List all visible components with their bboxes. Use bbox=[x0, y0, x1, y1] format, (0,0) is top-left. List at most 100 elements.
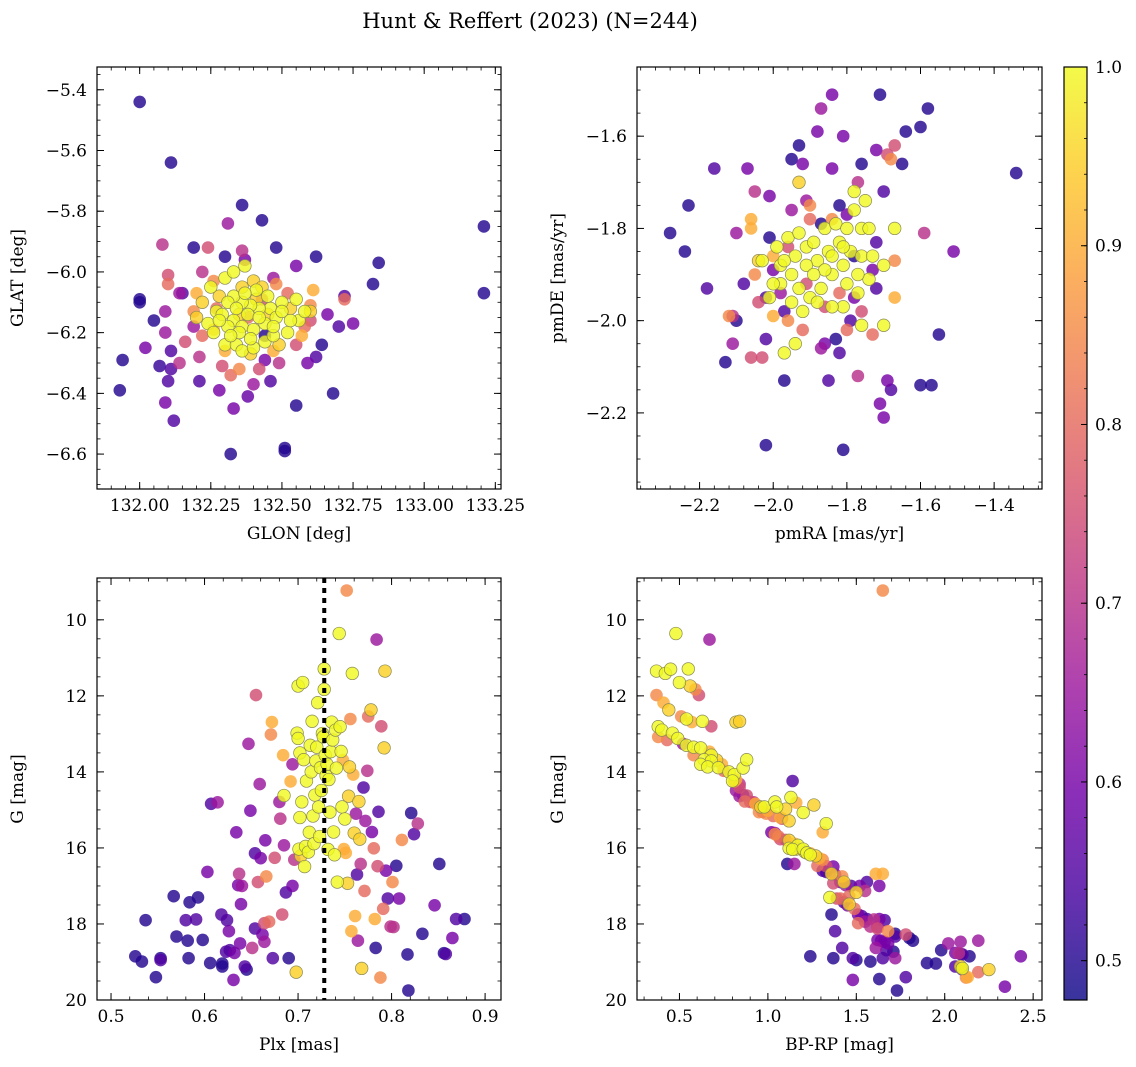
data-point bbox=[227, 402, 240, 415]
data-point bbox=[244, 804, 257, 817]
data-point bbox=[679, 712, 694, 726]
data-point bbox=[241, 390, 255, 403]
data-point bbox=[367, 842, 381, 855]
x-tick-label: 0.7 bbox=[285, 1007, 312, 1027]
data-point bbox=[877, 185, 890, 198]
data-point bbox=[201, 241, 215, 254]
data-point bbox=[179, 913, 193, 927]
data-point bbox=[799, 258, 814, 272]
scatter-points bbox=[113, 95, 491, 461]
data-point bbox=[881, 924, 895, 938]
data-point bbox=[321, 308, 334, 321]
data-point bbox=[888, 291, 901, 304]
data-point bbox=[888, 221, 902, 236]
data-point bbox=[972, 934, 985, 947]
data-point bbox=[752, 295, 765, 309]
x-tick-label: 132.75 bbox=[323, 496, 382, 516]
data-point bbox=[755, 351, 769, 364]
x-axis-label: pmRA [mas/yr] bbox=[775, 524, 904, 544]
data-point bbox=[770, 240, 784, 254]
data-point bbox=[921, 102, 935, 115]
data-point bbox=[428, 899, 441, 912]
data-point bbox=[339, 846, 353, 860]
data-point bbox=[191, 891, 205, 904]
data-point bbox=[851, 916, 865, 930]
data-point bbox=[818, 263, 832, 277]
data-point bbox=[224, 447, 237, 461]
colorbar-tick-label: 1.0 bbox=[1095, 58, 1122, 78]
data-point bbox=[873, 397, 887, 411]
data-point bbox=[167, 889, 180, 903]
y-tick-label: 18 bbox=[65, 915, 87, 935]
data-point bbox=[862, 221, 876, 236]
data-point bbox=[156, 238, 169, 251]
y-tick-label: −1.8 bbox=[586, 219, 627, 239]
data-point bbox=[846, 951, 860, 965]
y-tick-label: −5.4 bbox=[46, 81, 87, 101]
data-point bbox=[998, 980, 1012, 993]
data-point bbox=[888, 254, 901, 267]
data-point bbox=[297, 859, 312, 874]
data-point bbox=[784, 267, 799, 282]
data-point bbox=[311, 696, 325, 710]
x-tick-label: −2.0 bbox=[753, 496, 794, 516]
data-point bbox=[113, 384, 127, 397]
data-point bbox=[196, 933, 209, 947]
data-point bbox=[224, 329, 238, 343]
data-point bbox=[228, 946, 241, 960]
data-point bbox=[178, 335, 192, 349]
data-point bbox=[796, 323, 809, 337]
data-point bbox=[334, 744, 348, 759]
x-tick-label: 1.5 bbox=[843, 1007, 870, 1027]
data-point bbox=[876, 951, 890, 965]
data-point bbox=[881, 937, 895, 950]
data-point bbox=[203, 956, 217, 970]
data-point bbox=[161, 268, 175, 282]
y-tick-label: −2.0 bbox=[586, 312, 627, 332]
data-point bbox=[932, 328, 946, 341]
data-point bbox=[792, 281, 806, 296]
data-point bbox=[335, 800, 349, 814]
y-tick-label: −6.6 bbox=[46, 445, 87, 465]
x-tick-label: 0.8 bbox=[378, 1007, 405, 1027]
data-point bbox=[792, 139, 806, 152]
data-point bbox=[227, 973, 240, 987]
data-point bbox=[266, 319, 281, 334]
data-point bbox=[663, 662, 678, 676]
data-point bbox=[258, 353, 272, 367]
data-point bbox=[662, 703, 676, 717]
data-point bbox=[252, 362, 266, 376]
data-point bbox=[173, 286, 186, 300]
data-point bbox=[792, 175, 806, 189]
data-point bbox=[700, 282, 714, 295]
data-point bbox=[342, 760, 357, 774]
data-point bbox=[154, 953, 167, 967]
data-point bbox=[139, 913, 152, 927]
data-point bbox=[788, 857, 801, 871]
data-point bbox=[314, 783, 329, 798]
data-point bbox=[755, 254, 769, 268]
data-point bbox=[222, 924, 236, 938]
data-point bbox=[149, 970, 163, 984]
y-tick-label: 14 bbox=[605, 763, 627, 783]
data-point bbox=[899, 928, 913, 941]
data-point bbox=[234, 897, 248, 911]
data-point bbox=[278, 444, 292, 458]
data-point bbox=[748, 268, 762, 281]
x-axis-label: BP-RP [mag] bbox=[785, 1035, 894, 1055]
colorbar-tick-label: 0.9 bbox=[1095, 237, 1122, 257]
data-point bbox=[340, 584, 354, 597]
data-point bbox=[289, 292, 303, 306]
data-point bbox=[730, 226, 743, 240]
data-point bbox=[416, 927, 429, 941]
data-point bbox=[387, 920, 400, 934]
data-point bbox=[350, 868, 364, 881]
data-point bbox=[238, 286, 252, 300]
x-tick-label: 0.5 bbox=[666, 1007, 693, 1027]
data-point bbox=[737, 277, 751, 291]
data-point bbox=[740, 753, 754, 767]
data-point bbox=[277, 788, 291, 803]
data-point bbox=[862, 272, 876, 286]
data-point bbox=[306, 283, 320, 297]
data-point bbox=[876, 584, 890, 597]
